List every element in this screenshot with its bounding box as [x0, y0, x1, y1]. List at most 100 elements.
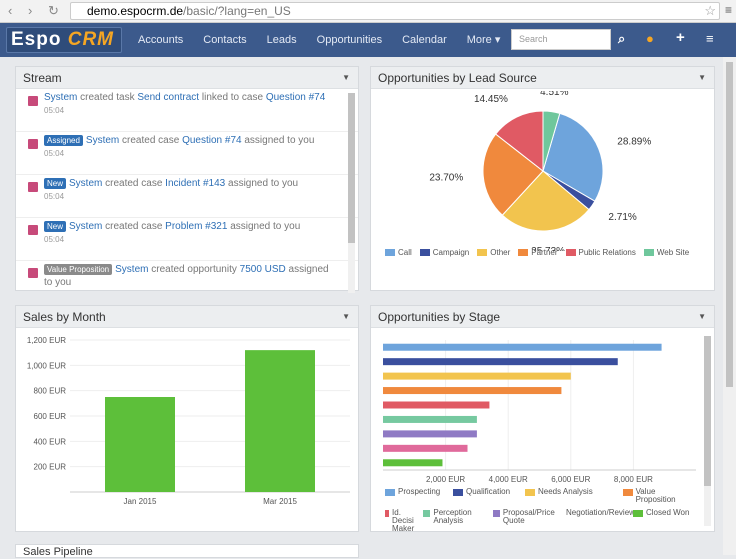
legend-item[interactable]: Partner [518, 248, 558, 257]
stream-actor-link[interactable]: System [44, 92, 78, 103]
notification-bell-icon[interactable]: ● [646, 31, 654, 46]
reload-icon[interactable]: ↻ [48, 3, 59, 18]
stream-target-link[interactable]: Problem #321 [165, 221, 228, 232]
legend-label: Closed Won [646, 508, 690, 517]
stage-scrollbar[interactable] [704, 336, 711, 526]
stream-target-link[interactable]: 7500 USD [239, 264, 286, 275]
stream-actor-link[interactable]: System [69, 178, 103, 189]
stream-time: 05:04 [44, 235, 65, 244]
legend-swatch [493, 510, 500, 517]
legend-label: Campaign [432, 248, 470, 257]
case-icon [28, 139, 38, 149]
page-scrollbar-thumb[interactable] [726, 62, 733, 387]
legend-label: Negotiation/Review [566, 508, 635, 517]
stream-panel: Stream ▼ System created task Send contrac… [15, 66, 359, 293]
quick-create-plus-icon[interactable]: + [676, 29, 685, 46]
legend-item[interactable]: Value Proposition [623, 488, 695, 504]
menu-hamburger-icon[interactable]: ≡ [706, 31, 714, 46]
status-badge: New [44, 221, 67, 232]
legend-swatch [565, 249, 576, 256]
status-badge: Value Proposition [44, 264, 113, 275]
lead-source-header: Opportunities by Lead Source ▼ [371, 67, 714, 89]
legend-swatch [419, 249, 430, 256]
legend-swatch [643, 249, 654, 256]
pie-slice-public-relations [495, 110, 544, 173]
stream-menu-caret-icon[interactable]: ▼ [342, 73, 350, 82]
legend-swatch [623, 489, 633, 496]
stream-scrollbar[interactable] [348, 93, 355, 293]
legend-item[interactable]: Web Site [643, 248, 690, 257]
legend-item[interactable]: Other [477, 248, 510, 257]
espocrm-logo[interactable]: Espo CRM [6, 27, 122, 53]
legend-item[interactable]: Campaign [419, 248, 470, 257]
legend-label: Public Relations [578, 248, 636, 257]
stream-actor-link[interactable]: System [85, 135, 120, 146]
nav-more[interactable]: More ▾ [466, 34, 501, 46]
legend-item[interactable]: Needs Analysis [525, 488, 615, 504]
stream-target-link[interactable]: Incident #143 [165, 178, 226, 189]
stream-scrollbar-thumb[interactable] [348, 93, 355, 243]
sales-month-menu-caret-icon[interactable]: ▼ [342, 312, 350, 321]
address-bar[interactable]: demo.espocrm.de/basic/?lang=en_US [70, 2, 720, 20]
legend-item[interactable]: Closed Won [633, 509, 695, 533]
case-icon [28, 182, 38, 192]
bar-perception-analysis [383, 415, 477, 423]
page-scrollbar[interactable] [723, 57, 736, 555]
legend-label: Web Site [656, 248, 690, 257]
legend-item[interactable]: Negotiation/Review [563, 509, 635, 533]
legend-item[interactable]: Proposal/Price Quote [493, 509, 555, 533]
search-icon[interactable]: ⌕ [618, 31, 626, 46]
search-input[interactable]: Search [511, 29, 611, 50]
browser-toolbar: ‹ › ↻ demo.espocrm.de/basic/?lang=en_US … [0, 0, 736, 23]
stream-actor-link[interactable]: System [69, 221, 103, 232]
legend-label: Prospecting [398, 487, 441, 496]
stream-actor-link[interactable]: System [115, 264, 149, 275]
bookmark-star-icon[interactable]: ☆ [704, 3, 716, 18]
stream-item: New System created case Problem #321 assi… [16, 218, 358, 261]
legend-swatch [633, 510, 643, 517]
nav-leads[interactable]: Leads [266, 34, 297, 46]
y-tick-label: 400 EUR [34, 437, 67, 446]
stream-title: Stream [23, 71, 62, 85]
lead-source-menu-caret-icon[interactable]: ▼ [698, 73, 706, 82]
stage-menu-caret-icon[interactable]: ▼ [698, 312, 706, 321]
nav-contacts[interactable]: Contacts [203, 34, 247, 46]
lead-source-panel: Opportunities by Lead Source ▼ 28.89% 2.71… [370, 66, 715, 291]
legend-item[interactable]: Public Relations [565, 248, 636, 257]
stream-panel-header: Stream ▼ [16, 67, 358, 89]
task-icon [28, 96, 38, 106]
x-tick-label: 4,000 EUR [489, 475, 528, 484]
bar-closed-won [383, 459, 443, 467]
forward-icon[interactable]: › [28, 3, 33, 18]
stream-target-link[interactable]: Question #74 [182, 135, 242, 146]
stream-parent-link[interactable]: Question #74 [265, 92, 326, 103]
stage-panel: Opportunities by Stage ▼ 2,000 EUR 4,000 E… [370, 305, 715, 533]
legend-label: Id. Decisi Maker [392, 508, 415, 533]
stage-header: Opportunities by Stage ▼ [371, 306, 714, 328]
browser-menu-icon[interactable]: ≡ [724, 3, 732, 17]
legend-item[interactable]: Id. Decisi Maker [385, 509, 415, 533]
legend-item[interactable]: Prospecting [385, 488, 445, 504]
sales-month-title: Sales by Month [23, 310, 106, 324]
nav-calendar[interactable]: Calendar [402, 34, 447, 46]
legend-swatch [525, 489, 535, 496]
lead-source-pie-chart: 28.89% 2.71% 25.73% 23.70% 14.45% 4.51% [429, 91, 651, 251]
legend-swatch [477, 249, 488, 256]
nav-opportunities[interactable]: Opportunities [316, 34, 383, 46]
x-tick-label: 6,000 EUR [551, 475, 590, 484]
status-badge: New [44, 178, 67, 189]
case-icon [28, 225, 38, 235]
legend-item[interactable]: Qualification [453, 488, 517, 504]
stream-item: System created task Send contract linked… [16, 89, 358, 132]
legend-swatch [385, 489, 395, 496]
nav-accounts[interactable]: Accounts [138, 34, 184, 46]
stream-target-link[interactable]: Send contract [137, 92, 200, 103]
status-badge: Assigned [44, 135, 83, 146]
legend-item[interactable]: Perception Analysis [423, 509, 485, 533]
stage-scrollbar-thumb[interactable] [704, 336, 711, 486]
opportunity-icon [28, 268, 38, 278]
legend-item[interactable]: Call [385, 248, 412, 257]
lead-source-title: Opportunities by Lead Source [378, 71, 537, 85]
back-icon[interactable]: ‹ [8, 3, 13, 18]
bar-proposal-price-quote [383, 430, 477, 438]
